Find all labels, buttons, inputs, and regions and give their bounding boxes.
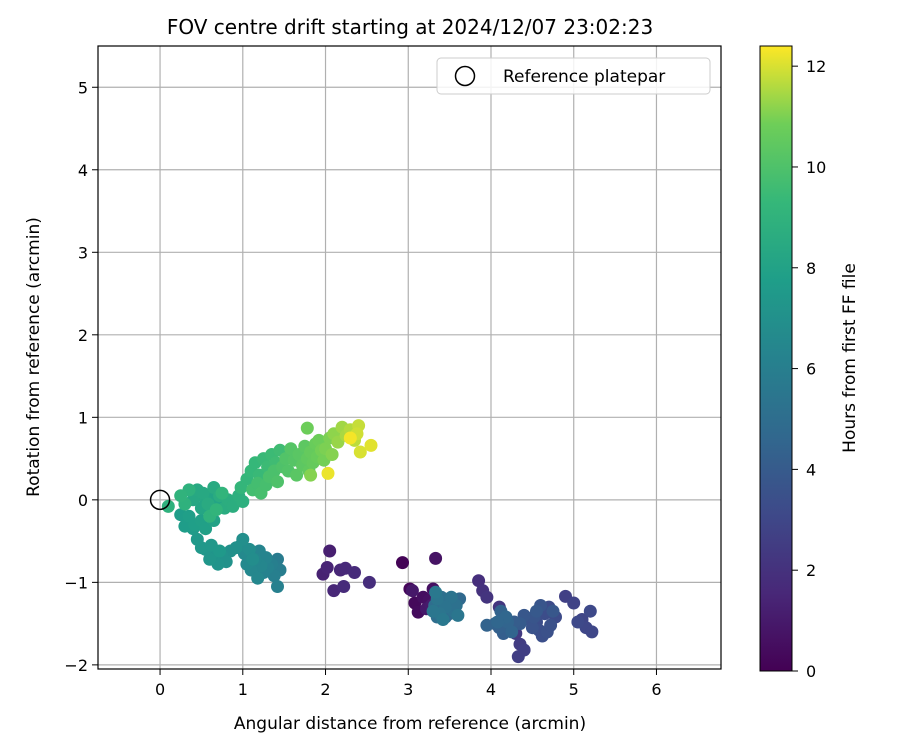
data-point <box>178 519 192 533</box>
data-point <box>242 542 256 556</box>
data-point <box>325 448 339 461</box>
data-point <box>530 604 543 618</box>
data-point <box>396 556 409 570</box>
data-point <box>343 431 357 445</box>
data-point <box>571 615 585 629</box>
data-point <box>585 625 599 639</box>
data-point <box>327 584 341 598</box>
legend: Reference platepar <box>436 57 711 95</box>
x-tick-label: 0 <box>155 680 165 699</box>
data-point <box>472 574 486 588</box>
data-point <box>525 621 539 635</box>
x-tick-label: 6 <box>651 680 661 699</box>
data-point <box>203 552 217 566</box>
data-point <box>544 618 558 632</box>
data-point <box>209 503 223 517</box>
data-point <box>246 552 260 566</box>
data-point <box>337 580 351 593</box>
data-point <box>236 495 250 508</box>
x-tick-label: 3 <box>403 680 413 699</box>
data-point <box>364 438 378 452</box>
y-tick-label: 4 <box>78 161 88 180</box>
y-axis-ticks: −2 −1 0 1 2 3 4 5 <box>64 78 98 675</box>
colorbar-tick-label: 10 <box>806 158 826 177</box>
data-point <box>353 445 367 459</box>
colorbar <box>759 45 793 672</box>
legend-marker <box>454 65 476 87</box>
y-tick-label: −2 <box>64 656 88 675</box>
y-tick-label: −1 <box>64 573 88 592</box>
data-point <box>436 613 450 626</box>
data-point <box>429 585 443 599</box>
reference-marker-group <box>149 489 171 511</box>
data-point <box>215 486 229 500</box>
x-tick-label: 2 <box>320 680 330 699</box>
colorbar-label: Hours from first FF file <box>840 263 860 453</box>
data-point <box>290 468 304 482</box>
colorbar-tick-label: 6 <box>806 360 816 379</box>
data-point <box>505 625 519 639</box>
x-tick-label: 4 <box>486 680 496 699</box>
data-point <box>405 584 419 598</box>
y-tick-label: 0 <box>78 491 88 510</box>
data-point <box>583 604 597 618</box>
data-point <box>321 466 335 480</box>
data-point <box>271 580 284 593</box>
data-point <box>300 421 314 435</box>
colorbar-tick-label: 2 <box>806 561 816 580</box>
grid-lines <box>98 46 721 669</box>
data-point <box>251 571 265 585</box>
chart-title: FOV centre drift starting at 2024/12/07 … <box>167 15 653 39</box>
y-axis-label: Rotation from reference (arcmin) <box>24 217 44 497</box>
data-point <box>174 489 188 503</box>
legend-label: Reference platepar <box>503 67 665 87</box>
data-point <box>567 596 581 610</box>
data-point <box>451 608 465 622</box>
data-point <box>444 590 458 604</box>
data-points <box>161 419 599 664</box>
data-point <box>304 468 318 482</box>
data-point <box>323 544 337 558</box>
data-point <box>362 575 376 589</box>
data-point <box>517 643 531 657</box>
data-point <box>271 475 284 489</box>
data-point <box>161 499 175 513</box>
data-point <box>348 566 361 579</box>
data-point <box>546 604 560 618</box>
data-point <box>426 604 440 618</box>
y-tick-label: 3 <box>78 243 88 262</box>
x-axis-label: Angular distance from reference (arcmin) <box>234 714 586 734</box>
colorbar-ticks: 0 2 4 6 8 10 12 <box>792 57 826 681</box>
data-point <box>429 551 443 565</box>
colorbar-tick-label: 4 <box>806 460 816 479</box>
x-tick-label: 5 <box>569 680 579 699</box>
data-point <box>196 486 210 500</box>
data-point <box>320 561 334 574</box>
data-point <box>213 544 227 558</box>
legend-box <box>436 57 711 95</box>
y-tick-label: 5 <box>78 78 88 97</box>
data-point <box>226 499 240 513</box>
x-axis-ticks: 0 1 2 3 4 5 6 <box>155 669 662 699</box>
data-point <box>480 590 494 604</box>
y-tick-label: 2 <box>78 326 88 345</box>
plot-frame <box>97 45 722 670</box>
plot-area <box>98 46 721 669</box>
y-tick-label: 1 <box>78 408 88 427</box>
data-point <box>199 522 213 536</box>
colorbar-tick-label: 8 <box>806 259 816 278</box>
data-point <box>491 615 505 629</box>
data-point <box>190 532 204 546</box>
reference-platepar-marker <box>149 489 171 511</box>
data-point <box>480 618 494 632</box>
colorbar-tick-label: 0 <box>806 662 816 681</box>
x-tick-label: 1 <box>238 680 248 699</box>
colorbar-tick-label: 12 <box>806 57 826 76</box>
